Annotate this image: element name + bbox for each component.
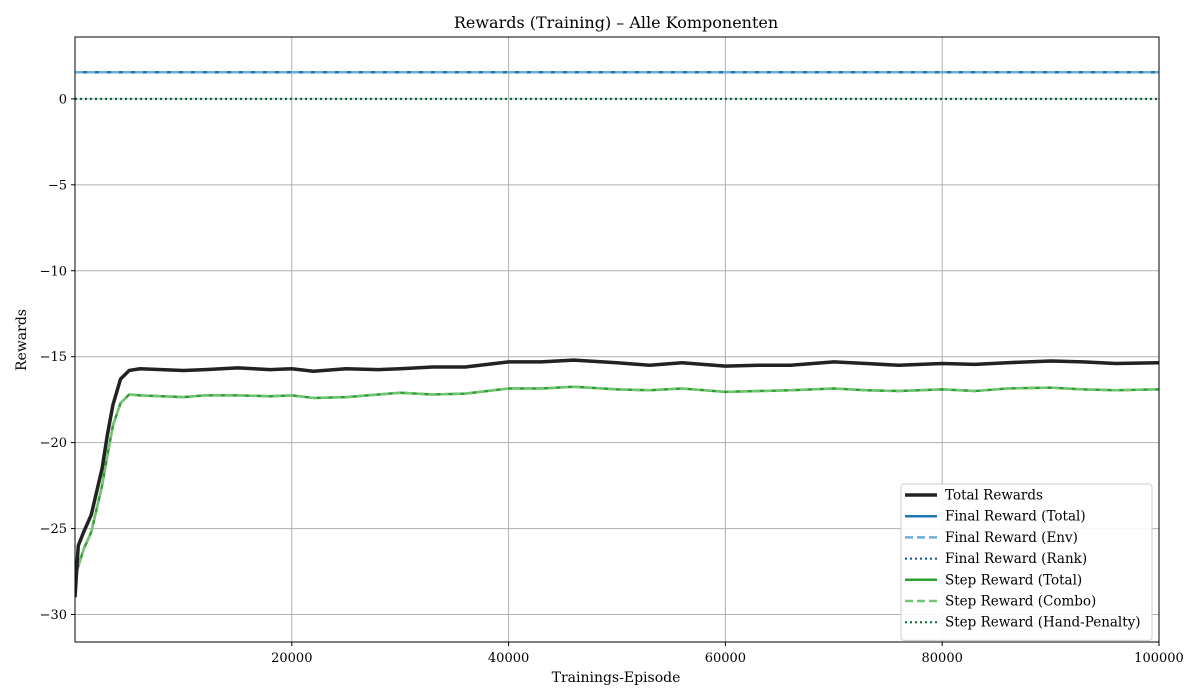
y-tick-label: −15 <box>40 350 67 365</box>
legend-entry: Step Reward (Total) <box>945 572 1082 588</box>
plot-frame <box>74 36 1160 643</box>
legend-entry: Final Reward (Rank) <box>945 551 1087 567</box>
series-group <box>75 70 1159 598</box>
x-tick-label: 40000 <box>488 651 529 666</box>
legend-entry: Step Reward (Combo) <box>945 594 1096 610</box>
legend-entry: Total Rewards <box>945 488 1043 504</box>
series-line-total-rewards <box>75 358 1159 598</box>
x-tick-label: 20000 <box>271 651 312 666</box>
y-axis-ticks: 0 −5 −10 −15 −20 −25 −30 <box>40 92 75 623</box>
y-axis-label: Rewards <box>14 309 30 371</box>
x-axis-ticks: 20000 40000 60000 80000 100000 <box>271 642 1184 666</box>
x-tick-label: 80000 <box>922 651 963 666</box>
y-tick-label: 0 <box>59 92 67 107</box>
legend-box <box>900 483 1153 641</box>
x-tick-label: 100000 <box>1134 651 1184 666</box>
chart-title: Rewards (Training) – Alle Komponenten <box>454 13 778 32</box>
y-tick-label: −25 <box>40 522 67 537</box>
y-tick-label: −30 <box>40 608 67 623</box>
x-tick-label: 60000 <box>705 651 746 666</box>
legend-entry: Final Reward (Env) <box>945 530 1078 546</box>
y-tick-label: −10 <box>40 264 67 279</box>
x-axis-label: Trainings-Episode <box>552 670 681 686</box>
y-tick-label: −5 <box>48 178 67 193</box>
y-tick-label: −20 <box>40 436 67 451</box>
legend: Total Rewards Final Reward (Total) Final R… <box>900 483 1153 641</box>
series-line-step-reward-combo- <box>75 385 1159 578</box>
legend-entry: Final Reward (Total) <box>945 509 1086 525</box>
legend-entry: Step Reward (Hand-Penalty) <box>945 615 1141 631</box>
